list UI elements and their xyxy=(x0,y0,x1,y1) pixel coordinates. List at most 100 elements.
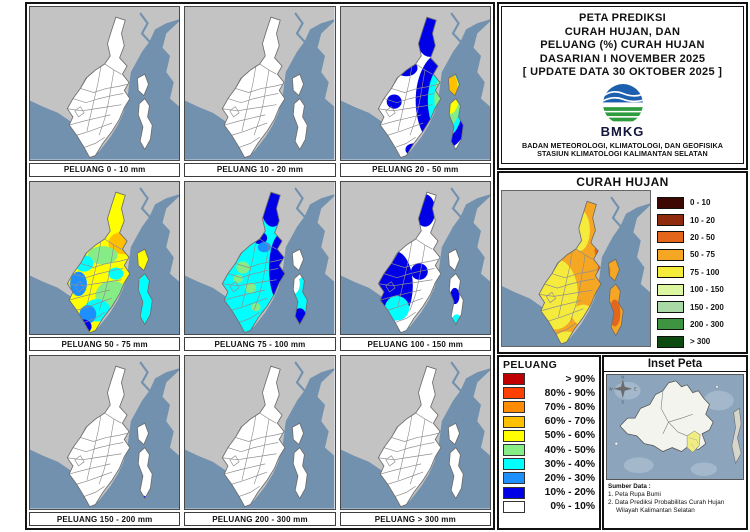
source-data-note: Sumber Data : 1. Peta Rupa Bumi 2. Data … xyxy=(604,482,746,516)
legend-range-label: 10 - 20 xyxy=(690,215,715,225)
color-swatch xyxy=(503,444,525,457)
map-canvas xyxy=(185,181,335,335)
title-line: [ UPDATE DATA 30 OKTOBER 2025 ] xyxy=(522,66,723,78)
color-swatch xyxy=(657,301,684,314)
source-line: 1. Peta Rupa Bumi xyxy=(608,491,661,498)
map-canvas xyxy=(340,181,490,335)
probability-map-1 xyxy=(184,6,336,161)
color-swatch xyxy=(657,231,684,244)
color-swatch xyxy=(503,472,525,485)
legend-range-label: 50% - 60% xyxy=(544,430,595,442)
inset-map-title: Inset Peta xyxy=(604,357,746,372)
bmkg-logo-label: BMKG xyxy=(600,123,645,139)
color-swatch xyxy=(657,248,684,261)
title-line: CURAH HUJAN, DAN xyxy=(564,25,681,38)
legend-range-label: 0 - 10 xyxy=(690,198,711,208)
map-label-0: PELUANG 0 - 10 mm xyxy=(29,162,181,177)
title-line: DASARIAN I NOVEMBER 2025 xyxy=(539,52,706,65)
map-label-5: PELUANG 100 - 150 mm xyxy=(339,337,491,352)
probability-map-2 xyxy=(339,6,491,161)
rainfall-panel-title: CURAH HUJAN xyxy=(576,175,669,189)
map-canvas xyxy=(30,7,180,160)
map-label-3: PELUANG 50 - 75 mm xyxy=(29,337,181,352)
map-canvas xyxy=(340,356,490,509)
legend-range-label: 20 - 50 xyxy=(690,232,715,242)
color-swatch xyxy=(503,458,525,471)
rainfall-legend-row: 20 - 50 xyxy=(657,229,744,246)
probability-legend-row: 10% - 20% xyxy=(503,486,595,500)
rainfall-legend-row: 100 - 150 xyxy=(657,281,744,298)
color-swatch xyxy=(503,486,525,499)
rainfall-panel: CURAH HUJAN 0 - 10 10 - 20 20 - 50 50 - … xyxy=(497,171,748,354)
color-swatch xyxy=(657,214,684,227)
color-swatch xyxy=(657,196,684,209)
rainfall-legend-row: 75 - 100 xyxy=(657,264,744,281)
probability-legend-row: 80% - 90% xyxy=(503,386,595,400)
title-panel: PETA PREDIKSI CURAH HUJAN, DAN PELUANG (… xyxy=(497,2,748,170)
probability-map-4 xyxy=(184,180,336,336)
map-cell-5: PELUANG 100 - 150 mm xyxy=(338,179,493,354)
source-title: Sumber Data : xyxy=(608,483,651,490)
color-swatch xyxy=(503,373,525,386)
map-cell-1: PELUANG 10 - 20 mm xyxy=(182,4,337,179)
legend-range-label: 200 - 300 xyxy=(690,319,724,329)
map-canvas xyxy=(185,7,335,160)
map-cell-3: PELUANG 50 - 75 mm xyxy=(27,179,182,354)
color-swatch xyxy=(657,335,684,348)
svg-text:W: W xyxy=(609,387,614,392)
legend-range-label: 10% - 20% xyxy=(544,487,595,499)
map-canvas xyxy=(30,181,180,335)
color-swatch xyxy=(657,318,684,331)
probability-legend-title: PELUANG xyxy=(503,359,558,371)
probability-legend-row: 50% - 60% xyxy=(503,429,595,443)
legend-range-label: 100 - 150 xyxy=(690,285,724,295)
organization-name: BADAN METEOROLOGI, KLIMATOLOGI, DAN GEOF… xyxy=(522,141,723,159)
color-swatch xyxy=(657,283,684,296)
map-label-2: PELUANG 20 - 50 mm xyxy=(339,162,491,177)
map-cell-2: PELUANG 20 - 50 mm xyxy=(338,4,493,179)
legend-range-label: 50 - 75 xyxy=(690,250,715,260)
probability-map-5 xyxy=(339,180,491,336)
map-label-7: PELUANG 200 - 300 mm xyxy=(184,512,336,526)
title-panel-inner: PETA PREDIKSI CURAH HUJAN, DAN PELUANG (… xyxy=(501,6,744,164)
rainfall-legend-row: 150 - 200 xyxy=(657,298,744,315)
rainfall-legend-row: 10 - 20 xyxy=(657,211,744,228)
color-swatch xyxy=(503,429,525,442)
color-swatch xyxy=(503,387,525,400)
legend-range-label: 20% - 30% xyxy=(544,472,595,484)
source-line: 2. Data Prediksi Probabilitas Curah Huja… xyxy=(608,499,725,506)
map-cell-6: PELUANG 150 - 200 mm xyxy=(27,353,182,528)
inset-map-panel: Inset Peta N W E S Sumber Data : 1. Peta R… xyxy=(602,355,748,530)
probability-map-0 xyxy=(29,6,181,161)
legend-range-label: 0% - 10% xyxy=(550,501,595,513)
svg-text:E: E xyxy=(634,387,637,392)
probability-legend-row: 0% - 10% xyxy=(503,500,595,514)
rainfall-map-canvas xyxy=(502,191,650,346)
title-line: PETA PREDIKSI xyxy=(578,12,667,24)
probability-map-7 xyxy=(184,355,336,510)
probability-map-3 xyxy=(29,180,181,336)
map-cell-4: PELUANG 75 - 100 mm xyxy=(182,179,337,354)
legend-range-label: 40% - 50% xyxy=(544,444,595,456)
rainfall-legend-row: 200 - 300 xyxy=(657,316,744,333)
map-label-6: PELUANG 150 - 200 mm xyxy=(29,512,181,526)
svg-text:S: S xyxy=(621,399,624,404)
bottom-panels: PELUANG > 90% 80% - 90% 70% - 80% 60% - … xyxy=(497,355,748,530)
rainfall-legend: 0 - 10 10 - 20 20 - 50 50 - 75 75 - 100 … xyxy=(651,190,744,348)
legend-range-label: > 90% xyxy=(565,373,595,385)
color-swatch xyxy=(503,415,525,428)
probability-legend-row: > 90% xyxy=(503,372,595,386)
map-canvas xyxy=(340,7,490,160)
legend-range-label: 60% - 70% xyxy=(544,416,595,428)
probability-map-6 xyxy=(29,355,181,510)
rainfall-legend-row: 50 - 75 xyxy=(657,246,744,263)
legend-range-label: 30% - 40% xyxy=(544,458,595,470)
legend-range-label: 150 - 200 xyxy=(690,302,724,312)
probability-legend-row: 40% - 50% xyxy=(503,443,595,457)
probability-legend-row: 20% - 30% xyxy=(503,471,595,485)
legend-range-label: 75 - 100 xyxy=(690,267,720,277)
map-canvas xyxy=(185,356,335,509)
map-canvas xyxy=(30,356,180,509)
legend-range-label: 70% - 80% xyxy=(544,401,595,413)
map-cell-7: PELUANG 200 - 300 mm xyxy=(182,353,337,528)
